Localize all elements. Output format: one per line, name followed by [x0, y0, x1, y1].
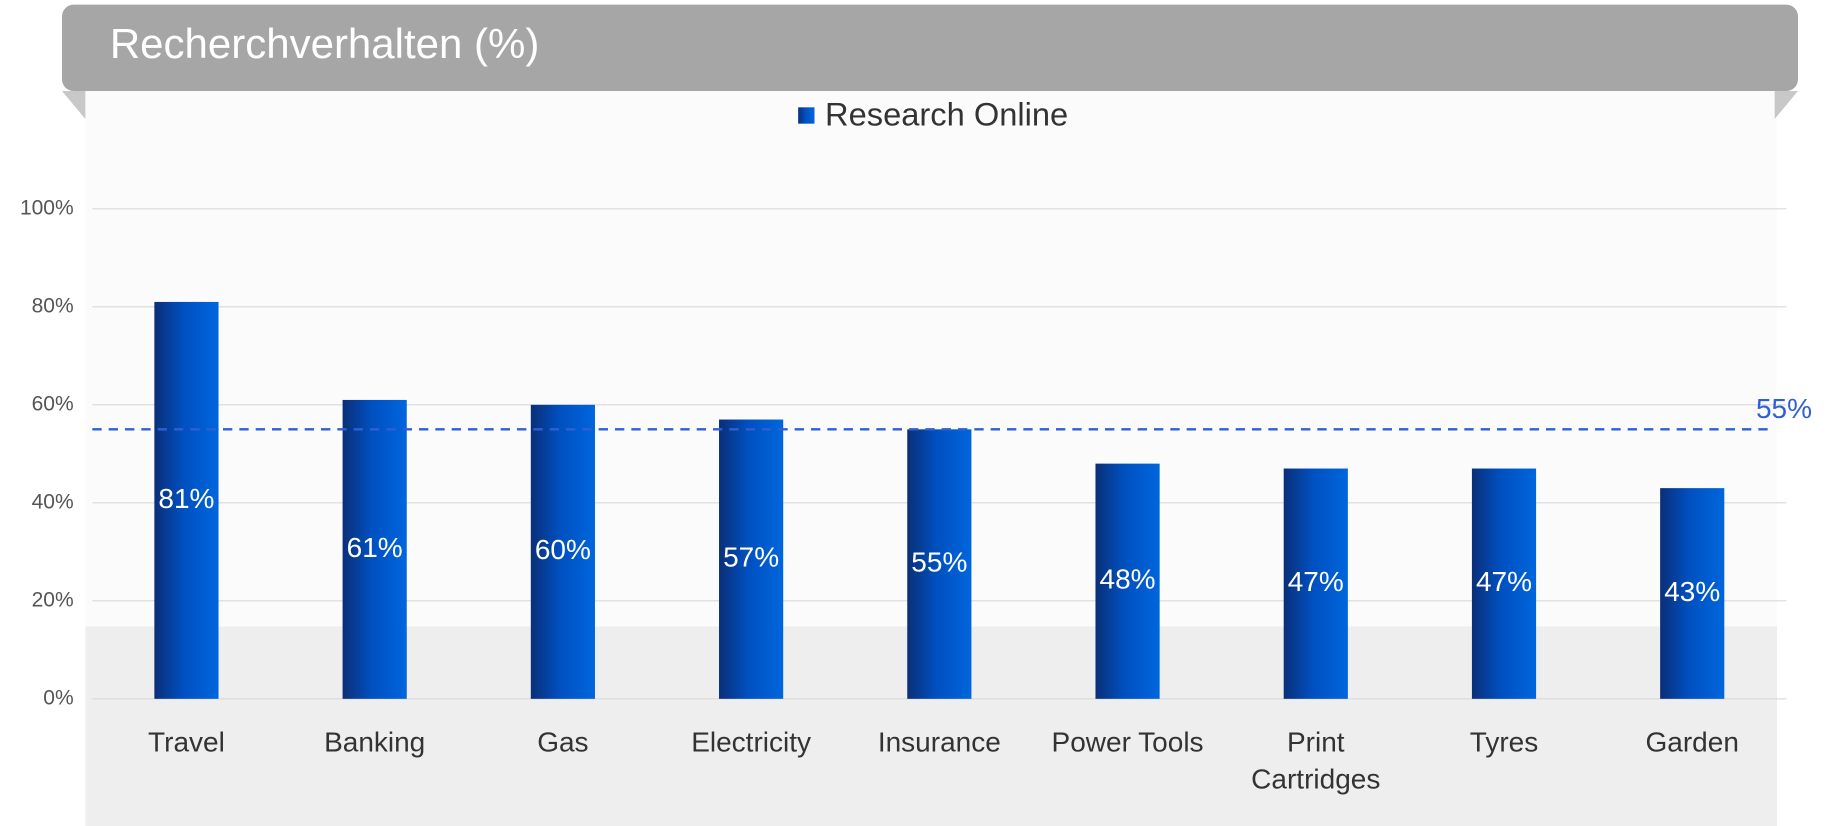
bar [154, 301, 219, 699]
header-fold [62, 91, 86, 119]
x-tick-label: Tyres [1470, 727, 1538, 758]
data-label: 61% [347, 532, 403, 563]
bar [342, 399, 407, 699]
x-tick-label: Print Cartridges [1251, 727, 1380, 795]
data-label: 57% [723, 542, 779, 573]
data-label: 60% [535, 534, 591, 565]
x-tick-label: Electricity [691, 727, 811, 758]
y-tick-label: 60% [32, 392, 74, 415]
data-label: 47% [1476, 566, 1532, 597]
legend-swatch [798, 107, 815, 124]
y-tick-label: 80% [32, 294, 74, 317]
data-label: 55% [911, 546, 967, 577]
bar [1660, 488, 1725, 699]
y-tick-label: 40% [32, 490, 74, 513]
data-label: 81% [158, 483, 214, 514]
y-tick-label: 20% [32, 588, 74, 611]
x-tick-label: Travel [148, 727, 225, 758]
y-tick-label: 0% [43, 686, 73, 709]
bar [719, 419, 784, 699]
bar [1471, 468, 1537, 699]
bar [530, 404, 595, 699]
data-label: 47% [1288, 566, 1344, 597]
bar [1283, 468, 1348, 699]
x-tick-label: Gas [537, 727, 588, 758]
bar [1095, 463, 1160, 699]
chart-title: Recherchverhalten (%) [110, 20, 540, 67]
data-label: 43% [1664, 576, 1720, 607]
header-fold [1774, 91, 1798, 119]
x-tick-label: Insurance [878, 727, 1001, 758]
x-tick-label: Banking [324, 727, 425, 758]
legend-label: Research Online [825, 95, 1068, 132]
header-bar [62, 4, 1798, 92]
bar [907, 429, 972, 699]
y-tick-label: 100% [20, 196, 74, 219]
x-tick-label: Power Tools [1052, 727, 1204, 758]
data-label: 48% [1100, 564, 1156, 595]
reference-label: 55% [1756, 393, 1812, 424]
x-tick-label: Garden [1646, 727, 1739, 758]
